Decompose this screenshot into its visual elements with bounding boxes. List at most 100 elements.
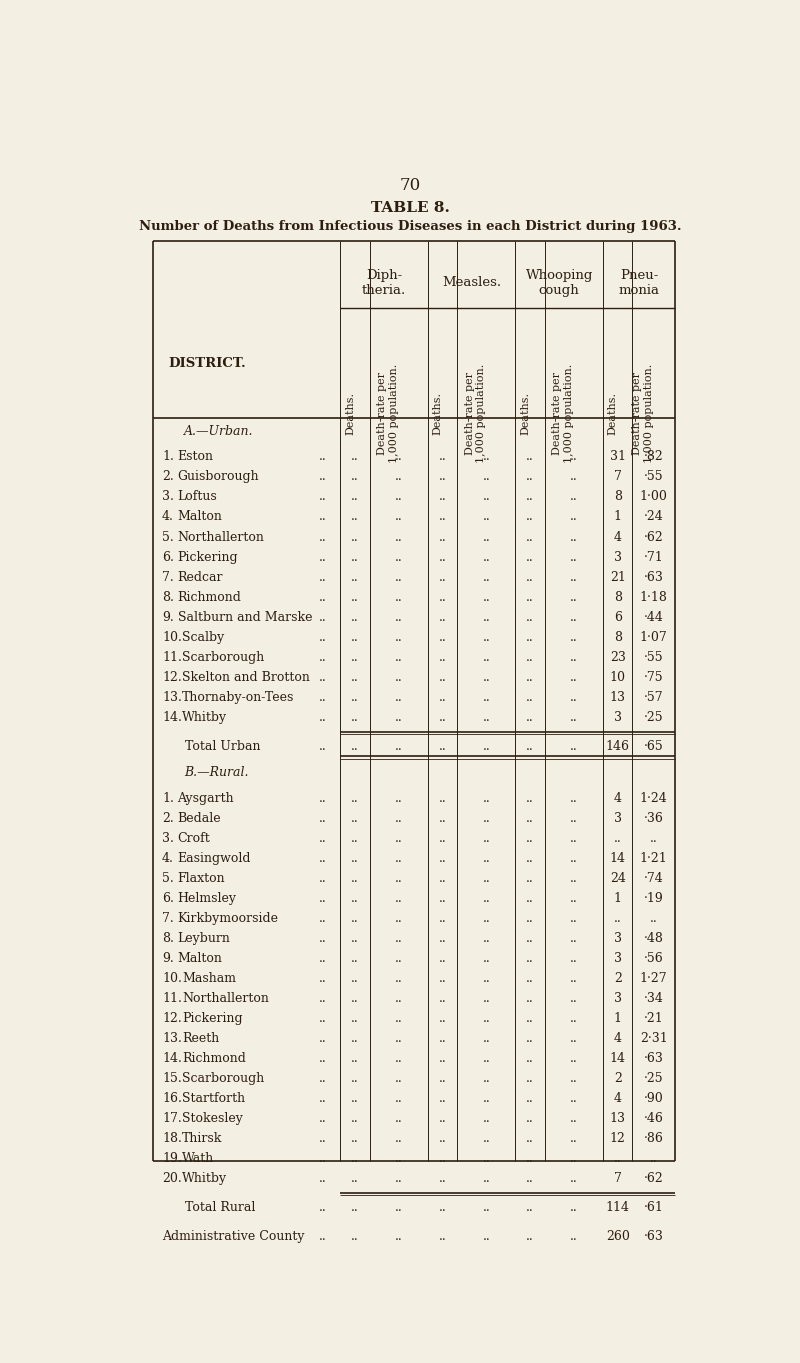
Text: TABLE 8.: TABLE 8. xyxy=(370,202,450,215)
Text: Deaths.: Deaths. xyxy=(608,393,618,435)
Text: Diph-
theria.: Diph- theria. xyxy=(362,269,406,297)
Text: Kirkbymoorside: Kirkbymoorside xyxy=(178,912,278,924)
Text: ..: .. xyxy=(614,912,622,924)
Text: ..: .. xyxy=(351,450,359,463)
Text: 9.: 9. xyxy=(162,611,174,624)
Text: Easingwold: Easingwold xyxy=(178,852,251,864)
Text: Pneu-
monia: Pneu- monia xyxy=(618,269,659,297)
Text: ·62: ·62 xyxy=(644,1172,664,1184)
Text: ..: .. xyxy=(482,1131,490,1145)
Text: 70: 70 xyxy=(399,177,421,194)
Text: ..: .. xyxy=(395,631,402,643)
Text: 3.: 3. xyxy=(162,491,174,503)
Text: ..: .. xyxy=(319,1172,327,1184)
Text: 4.: 4. xyxy=(162,852,174,864)
Text: 260: 260 xyxy=(606,1229,630,1243)
Text: ..: .. xyxy=(526,650,534,664)
Text: 114: 114 xyxy=(606,1201,630,1214)
Text: Death-rate per
1,000 population.: Death-rate per 1,000 population. xyxy=(465,364,486,463)
Text: ..: .. xyxy=(482,932,490,945)
Text: ..: .. xyxy=(526,852,534,864)
Text: ..: .. xyxy=(319,831,327,845)
Text: ..: .. xyxy=(438,650,446,664)
Text: ..: .. xyxy=(319,811,327,825)
Text: ..: .. xyxy=(351,1152,359,1165)
Text: Eston: Eston xyxy=(178,450,214,463)
Text: ..: .. xyxy=(482,1011,490,1025)
Text: 12.: 12. xyxy=(162,1011,182,1025)
Text: ..: .. xyxy=(482,831,490,845)
Text: ..: .. xyxy=(438,992,446,1005)
Text: ..: .. xyxy=(351,792,359,804)
Text: ..: .. xyxy=(482,951,490,965)
Text: 6.: 6. xyxy=(162,891,174,905)
Text: 2.: 2. xyxy=(162,470,174,484)
Text: 1·07: 1·07 xyxy=(640,631,668,643)
Text: ..: .. xyxy=(526,1052,534,1065)
Text: ·62: ·62 xyxy=(644,530,664,544)
Text: Leyburn: Leyburn xyxy=(178,932,230,945)
Text: ..: .. xyxy=(395,1112,402,1124)
Text: ..: .. xyxy=(319,912,327,924)
Text: ..: .. xyxy=(438,491,446,503)
Text: ..: .. xyxy=(351,1131,359,1145)
Text: Deaths.: Deaths. xyxy=(433,393,442,435)
Text: ..: .. xyxy=(482,710,490,724)
Text: ..: .. xyxy=(319,1131,327,1145)
Text: ..: .. xyxy=(650,831,658,845)
Text: 146: 146 xyxy=(606,740,630,752)
Text: ..: .. xyxy=(351,1011,359,1025)
Text: 31: 31 xyxy=(610,450,626,463)
Text: 1: 1 xyxy=(614,511,622,523)
Text: ..: .. xyxy=(482,470,490,484)
Text: ..: .. xyxy=(438,551,446,563)
Text: 7: 7 xyxy=(614,470,622,484)
Text: ..: .. xyxy=(526,1229,534,1243)
Text: ..: .. xyxy=(438,1112,446,1124)
Text: ..: .. xyxy=(570,972,578,984)
Text: ..: .. xyxy=(526,631,534,643)
Text: ..: .. xyxy=(482,450,490,463)
Text: ..: .. xyxy=(395,571,402,583)
Text: ..: .. xyxy=(319,710,327,724)
Text: Whitby: Whitby xyxy=(182,710,227,724)
Text: 3: 3 xyxy=(614,932,622,945)
Text: 12.: 12. xyxy=(162,671,182,684)
Text: ..: .. xyxy=(526,912,534,924)
Text: ..: .. xyxy=(319,650,327,664)
Text: ..: .. xyxy=(570,871,578,885)
Text: ..: .. xyxy=(351,710,359,724)
Text: ..: .. xyxy=(570,1052,578,1065)
Text: 14: 14 xyxy=(610,1052,626,1065)
Text: ..: .. xyxy=(438,590,446,604)
Text: ..: .. xyxy=(395,671,402,684)
Text: ..: .. xyxy=(570,710,578,724)
Text: ..: .. xyxy=(570,611,578,624)
Text: 12: 12 xyxy=(610,1131,626,1145)
Text: ..: .. xyxy=(438,912,446,924)
Text: ..: .. xyxy=(526,1092,534,1105)
Text: ..: .. xyxy=(395,590,402,604)
Text: 8: 8 xyxy=(614,631,622,643)
Text: Loftus: Loftus xyxy=(178,491,218,503)
Text: 2.: 2. xyxy=(162,811,174,825)
Text: ..: .. xyxy=(570,530,578,544)
Text: ..: .. xyxy=(482,1172,490,1184)
Text: ·48: ·48 xyxy=(644,932,664,945)
Text: ..: .. xyxy=(526,611,534,624)
Text: ..: .. xyxy=(351,1172,359,1184)
Text: ..: .. xyxy=(395,951,402,965)
Text: ..: .. xyxy=(319,891,327,905)
Text: ..: .. xyxy=(526,710,534,724)
Text: ..: .. xyxy=(526,932,534,945)
Text: Thirsk: Thirsk xyxy=(182,1131,222,1145)
Text: ..: .. xyxy=(570,491,578,503)
Text: ·44: ·44 xyxy=(644,611,664,624)
Text: 5.: 5. xyxy=(162,871,174,885)
Text: ..: .. xyxy=(438,871,446,885)
Text: ..: .. xyxy=(482,611,490,624)
Text: ..: .. xyxy=(482,1071,490,1085)
Text: ..: .. xyxy=(570,1172,578,1184)
Text: ..: .. xyxy=(570,671,578,684)
Text: ..: .. xyxy=(319,590,327,604)
